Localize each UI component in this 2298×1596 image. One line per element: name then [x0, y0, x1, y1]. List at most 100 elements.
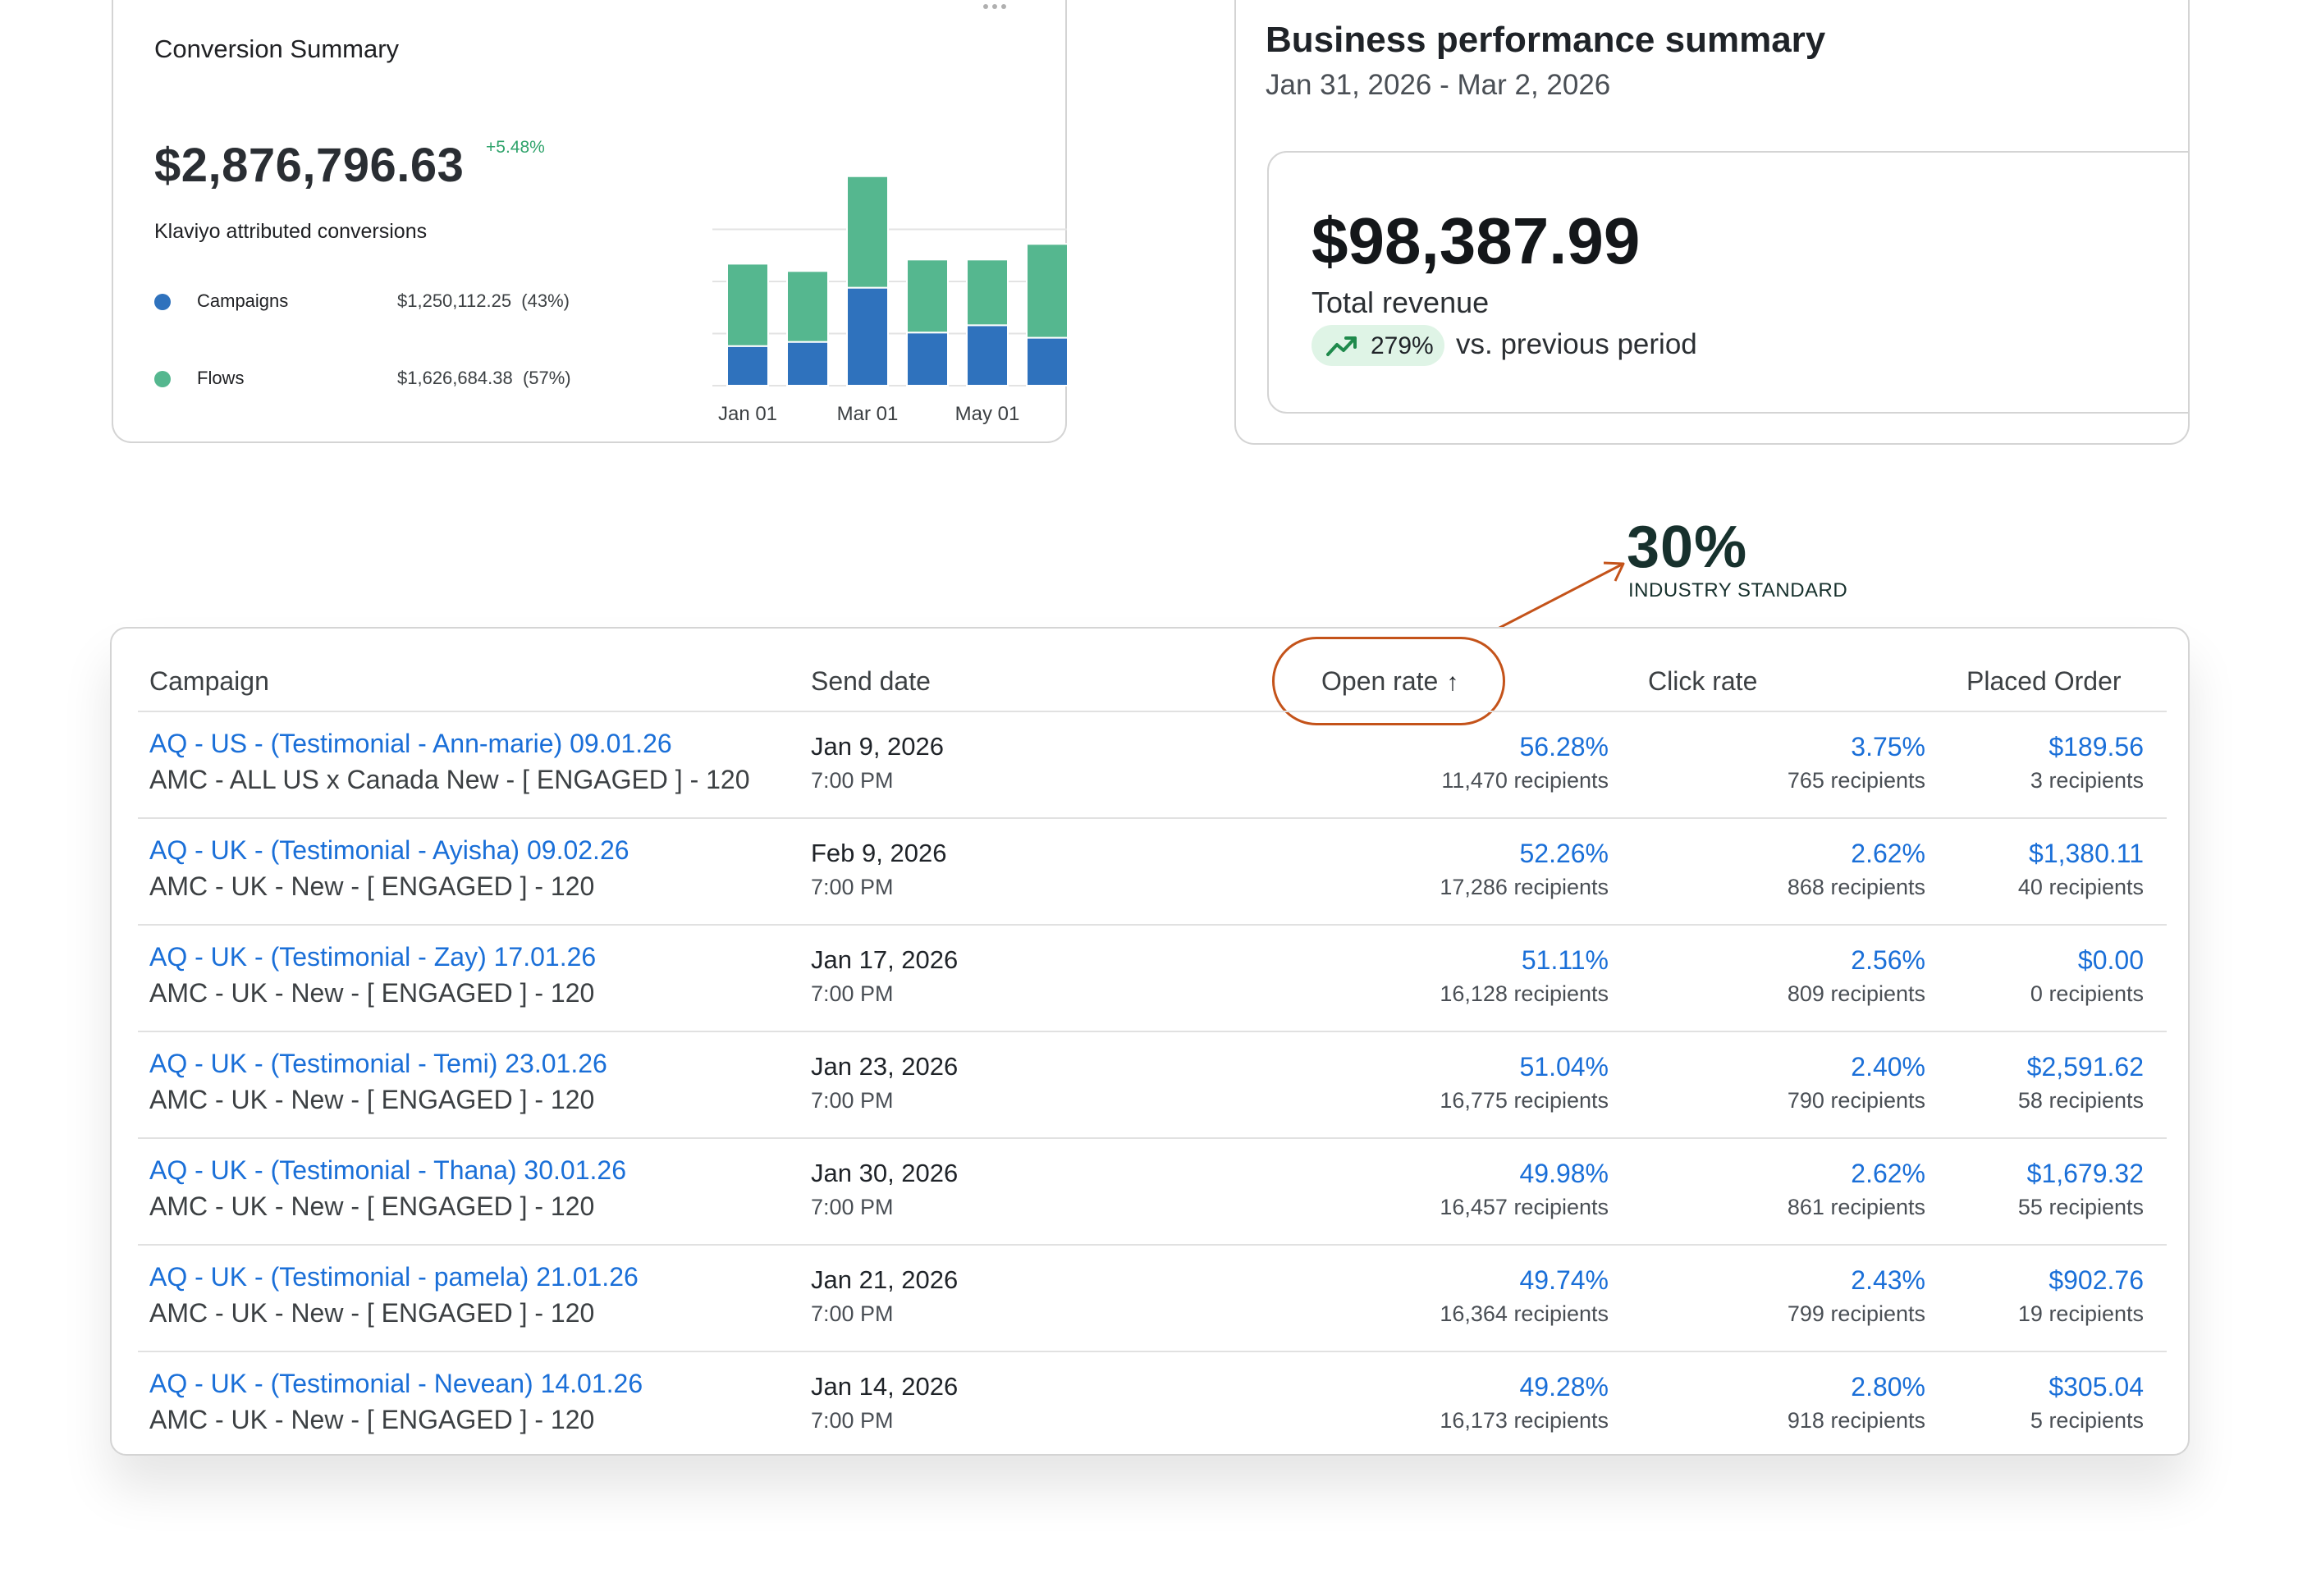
click-rate-value[interactable]: 2.56% — [1851, 945, 1925, 975]
open-rate-value[interactable]: 49.28% — [1519, 1372, 1609, 1402]
x-tick-label: May 01 — [955, 403, 1020, 425]
bar-flows-2[interactable] — [786, 270, 829, 343]
send-time: 7:00 PM — [811, 981, 894, 1006]
placed-order-recipients: 40 recipients — [2017, 875, 2144, 899]
placed-order-recipients: 58 recipients — [2017, 1088, 2144, 1113]
campaigns-dot-icon — [154, 294, 171, 310]
conversion-summary-title: Conversion Summary — [154, 34, 400, 63]
placed-order-recipients: 55 recipients — [2017, 1195, 2144, 1219]
click-rate-recipients: 809 recipients — [1787, 981, 1925, 1006]
send-date: Jan 30, 2026 — [811, 1159, 959, 1187]
bar-flows-1[interactable] — [726, 263, 769, 347]
bar-flows-5[interactable] — [966, 258, 1009, 327]
send-time: 7:00 PM — [811, 1195, 894, 1219]
bar-campaigns-5[interactable] — [966, 324, 1009, 386]
placed-order-value[interactable]: $902.76 — [2049, 1265, 2144, 1295]
click-rate-value[interactable]: 2.43% — [1851, 1265, 1925, 1295]
conversion-change: +5.48% — [486, 138, 545, 157]
click-rate-recipients: 918 recipients — [1787, 1408, 1925, 1433]
campaign-name-link[interactable]: AQ - UK - (Testimonial - Thana) 30.01.26 — [149, 1155, 626, 1185]
campaign-name-link[interactable]: AQ - UK - (Testimonial - Zay) 17.01.26 — [149, 942, 597, 972]
drag-handle-icon[interactable] — [983, 0, 1011, 9]
revenue-change-badge: 279% — [1312, 325, 1444, 366]
flows-dot-icon — [154, 371, 171, 387]
placed-order-value[interactable]: $2,591.62 — [2026, 1052, 2144, 1082]
placed-order-value[interactable]: $1,380.11 — [2029, 839, 2144, 868]
placed-order-value[interactable]: $305.04 — [2049, 1372, 2144, 1402]
date-range: Jan 31, 2026 - Mar 2, 2026 — [1266, 69, 1611, 101]
arrow-up-icon: ↑ — [1446, 669, 1459, 696]
bar-flows-4[interactable] — [906, 258, 949, 334]
x-tick-label: Jan 01 — [718, 403, 777, 425]
click-rate-value[interactable]: 3.75% — [1851, 732, 1925, 761]
column-header-campaign[interactable]: Campaign — [149, 666, 269, 696]
click-rate-value[interactable]: 2.80% — [1851, 1372, 1925, 1402]
conversion-total: $2,876,796.63 — [154, 139, 465, 192]
open-rate-value[interactable]: 52.26% — [1519, 839, 1609, 868]
send-date: Jan 14, 2026 — [811, 1372, 959, 1401]
campaign-list-name: AMC - UK - New - [ ENGAGED ] - 120 — [149, 1191, 595, 1221]
legend-label: Campaigns — [197, 290, 289, 311]
click-rate-recipients: 799 recipients — [1787, 1301, 1925, 1326]
revenue-label: Total revenue — [1312, 286, 1490, 319]
placed-order-value[interactable]: $0.00 — [2077, 945, 2144, 975]
open-rate-value[interactable]: 56.28% — [1519, 732, 1609, 761]
click-rate-value[interactable]: 2.40% — [1851, 1052, 1925, 1082]
campaign-name-link[interactable]: AQ - UK - (Testimonial - Temi) 23.01.26 — [149, 1049, 607, 1078]
placed-order-recipients: 3 recipients — [2030, 768, 2144, 793]
campaign-name-link[interactable]: AQ - UK - (Testimonial - Nevean) 14.01.2… — [149, 1369, 643, 1398]
send-date: Jan 17, 2026 — [811, 945, 959, 974]
send-date: Jan 23, 2026 — [811, 1052, 959, 1081]
campaign-table: Campaign Send date Open rate ↑ Click rate… — [110, 627, 2190, 1456]
click-rate-value[interactable]: 2.62% — [1851, 1159, 1925, 1188]
column-header-click-rate[interactable]: Click rate — [1648, 666, 1758, 696]
business-summary-title: Business performance summary — [1266, 20, 1826, 60]
campaign-name-link[interactable]: AQ - UK - (Testimonial - pamela) 21.01.2… — [149, 1262, 639, 1292]
x-tick-label: Mar 01 — [837, 403, 899, 425]
table-row[interactable]: AQ - UK - (Testimonial - pamela) 21.01.2… — [138, 1244, 2167, 1352]
bar-campaigns-3[interactable] — [846, 286, 889, 386]
campaign-list-name: AMC - UK - New - [ ENGAGED ] - 120 — [149, 871, 595, 901]
send-date: Jan 21, 2026 — [811, 1265, 959, 1294]
bar-flows-6[interactable] — [1026, 243, 1067, 339]
bar-campaigns-6[interactable] — [1026, 336, 1067, 386]
open-rate-value[interactable]: 49.74% — [1519, 1265, 1609, 1295]
placed-order-value[interactable]: $1,679.32 — [2026, 1159, 2144, 1188]
column-header-send-date[interactable]: Send date — [811, 666, 931, 696]
legend-label: Flows — [197, 368, 245, 388]
column-header-placed-order[interactable]: Placed Order — [1966, 666, 2122, 696]
revenue-change-label: vs. previous period — [1456, 328, 1697, 360]
campaign-list-name: AMC - UK - New - [ ENGAGED ] - 120 — [149, 1298, 595, 1328]
table-row[interactable]: AQ - UK - (Testimonial - Ayisha) 09.02.2… — [138, 817, 2167, 926]
table-row[interactable]: AQ - UK - (Testimonial - Thana) 30.01.26… — [138, 1137, 2167, 1246]
open-rate-value[interactable]: 51.04% — [1519, 1052, 1609, 1082]
table-row[interactable]: AQ - US - (Testimonial - Ann-marie) 09.0… — [138, 711, 2167, 819]
campaign-list-name: AMC - UK - New - [ ENGAGED ] - 120 — [149, 1085, 595, 1114]
bar-campaigns-4[interactable] — [906, 332, 949, 386]
table-row[interactable]: AQ - UK - (Testimonial - Nevean) 14.01.2… — [138, 1351, 2167, 1459]
campaign-name-link[interactable]: AQ - US - (Testimonial - Ann-marie) 09.0… — [149, 729, 672, 758]
campaign-list-name: AMC - UK - New - [ ENGAGED ] - 120 — [149, 1405, 595, 1434]
send-time: 7:00 PM — [811, 875, 894, 899]
send-time: 7:00 PM — [811, 1088, 894, 1113]
industry-standard-value: 30% — [1627, 514, 1748, 580]
open-rate-value[interactable]: 51.11% — [1521, 945, 1609, 975]
campaign-list-name: AMC - UK - New - [ ENGAGED ] - 120 — [149, 978, 595, 1008]
campaign-name-link[interactable]: AQ - UK - (Testimonial - Ayisha) 09.02.2… — [149, 835, 629, 865]
placed-order-value[interactable]: $189.56 — [2049, 732, 2144, 761]
open-rate-recipients: 16,173 recipients — [1440, 1408, 1609, 1433]
click-rate-value[interactable]: 2.62% — [1851, 839, 1925, 868]
open-rate-recipients: 11,470 recipients — [1441, 768, 1609, 793]
column-header-open-rate[interactable]: Open rate ↑ — [1321, 666, 1458, 697]
table-row[interactable]: AQ - UK - (Testimonial - Temi) 23.01.26 A… — [138, 1031, 2167, 1139]
bar-campaigns-1[interactable] — [726, 345, 769, 387]
conversion-bar-chart: Jan 01 Mar 01 May 01 — [712, 175, 1067, 425]
open-rate-value[interactable]: 49.98% — [1519, 1159, 1609, 1188]
conversion-summary-card: Conversion Summary $2,876,796.63 +5.48% … — [112, 0, 1067, 443]
table-row[interactable]: AQ - UK - (Testimonial - Zay) 17.01.26 AM… — [138, 924, 2167, 1032]
business-performance-card: Business performance summary Jan 31, 202… — [1234, 0, 2190, 445]
bar-flows-3[interactable] — [846, 175, 889, 289]
bar-campaigns-2[interactable] — [786, 341, 829, 387]
legend-value: $1,250,112.25 (43%) — [397, 290, 570, 311]
industry-standard-label: INDUSTRY STANDARD — [1628, 579, 1848, 601]
